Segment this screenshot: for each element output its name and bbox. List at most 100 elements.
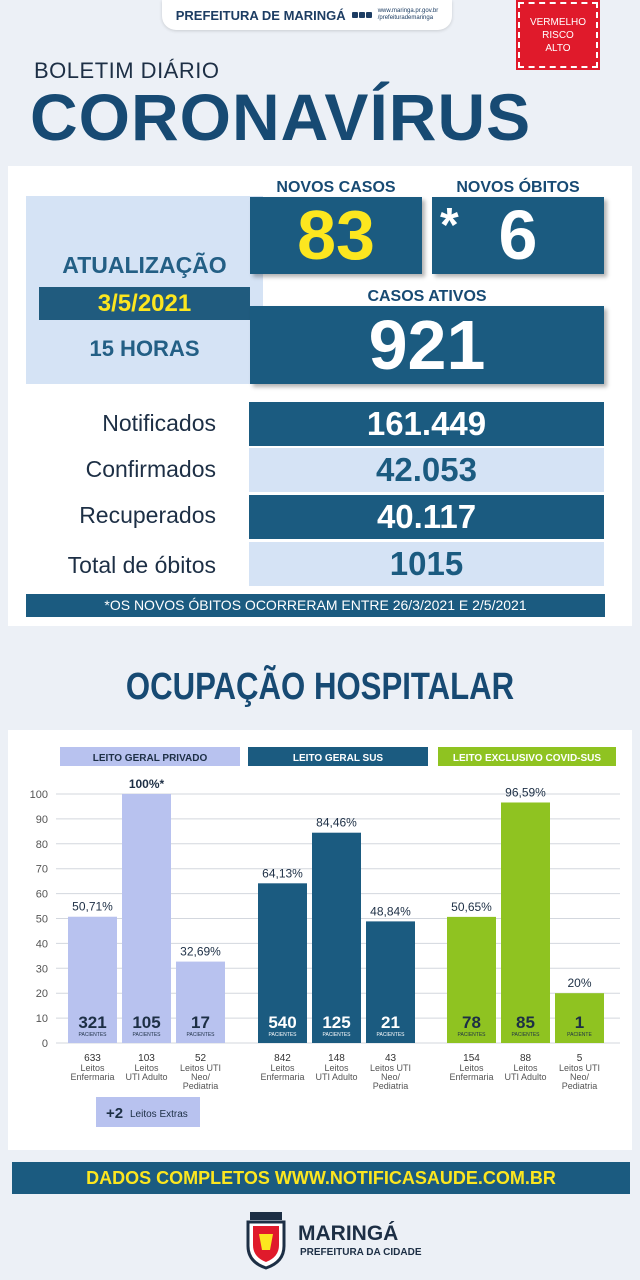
bar-bed-type: Leitos <box>324 1063 349 1073</box>
site-url: www.maringa.pr.gov.br <box>377 8 439 14</box>
bar-bed-type: Leitos UTI <box>559 1063 600 1073</box>
bar <box>447 916 496 1043</box>
total-deaths-value: 1015 <box>249 542 604 586</box>
bar-bed-type: Pediatria <box>373 1081 409 1091</box>
bar-patients-count: 1 <box>575 1013 584 1032</box>
bar-bed-type: Leitos UTI <box>370 1063 411 1073</box>
bar-patients-word: PACIENTES <box>133 1032 162 1038</box>
bar-patients-count: 17 <box>191 1013 210 1032</box>
notified-value: 161.449 <box>249 402 604 446</box>
bar-bed-type: Pediatria <box>562 1081 598 1091</box>
bar-beds-count: 842 <box>274 1053 291 1064</box>
bar-bed-type: Leitos <box>513 1063 538 1073</box>
prefeitura-label: PREFEITURA DE MARINGÁ <box>175 7 346 23</box>
bar <box>501 802 550 1043</box>
y-tick-label: 70 <box>36 864 48 876</box>
bar-patients-word: PACIENTES <box>79 1032 108 1038</box>
bar <box>555 993 604 1043</box>
group-header <box>438 747 616 766</box>
bar-beds-count: 633 <box>84 1053 101 1064</box>
y-tick-label: 60 <box>36 889 48 901</box>
bar-patients-count: 540 <box>268 1013 296 1032</box>
bar-patients-word: PACIENTES <box>187 1032 216 1038</box>
bar-bed-type: Enfermaria <box>260 1072 304 1082</box>
y-tick-label: 50 <box>36 914 48 926</box>
bar-bed-type: UTI Adulto <box>504 1072 546 1082</box>
new-deaths-value: 6 <box>498 196 538 274</box>
bar-bed-type: Leitos <box>80 1063 105 1073</box>
deaths-note: *OS NOVOS ÓBITOS OCORRERAM ENTRE 26/3/20… <box>26 594 605 617</box>
y-tick-label: 90 <box>36 814 48 826</box>
social-handle: /prefeiturademaringa <box>377 15 434 21</box>
new-deaths-label: NOVOS ÓBITOS <box>456 179 580 196</box>
instagram-icon <box>351 12 358 18</box>
bar-bed-type: Enfermaria <box>449 1072 493 1082</box>
active-cases-label: CASOS ATIVOS <box>367 288 487 305</box>
bar-bed-type: UTI Adulto <box>125 1072 167 1082</box>
group-header-label: LEITO GERAL SUS <box>293 753 384 764</box>
bar-patients-count: 321 <box>78 1013 106 1032</box>
y-tick-label: 100 <box>30 789 48 801</box>
bar-percent-label: 48,84% <box>370 904 411 918</box>
notified-label: Notificados <box>102 410 216 436</box>
bar <box>312 832 361 1043</box>
asterisk-mark: * <box>440 199 459 252</box>
y-tick-label: 20 <box>36 988 48 1000</box>
recovered-value: 40.117 <box>249 495 604 539</box>
bar-bed-type: UTI Adulto <box>315 1072 357 1082</box>
bar-patients-word: PACIENTE <box>567 1032 592 1038</box>
bar-beds-count: 154 <box>463 1053 480 1064</box>
facebook-icon <box>358 12 365 18</box>
bar-percent-label: 50,71% <box>72 900 113 914</box>
bar-patients-word: PACIENTES <box>269 1032 298 1038</box>
group-header-label: LEITO EXCLUSIVO COVID-SUS <box>453 753 601 764</box>
bar-bed-type: Leitos <box>134 1063 159 1073</box>
footer-link-bar[interactable]: DADOS COMPLETOS WWW.NOTIFICASAUDE.COM.BR <box>12 1162 630 1194</box>
bar-percent-label: 100%* <box>129 777 165 791</box>
hospital-title: OCUPAÇÃO HOSPITALAR <box>125 666 515 708</box>
bar-percent-label: 50,65% <box>451 900 492 914</box>
occupancy-chart: 0 10 20 30 40 50 60 70 80 90 100 LEITO GERAL PRIVAD… <box>30 747 620 1127</box>
y-tick-label: 80 <box>36 839 48 851</box>
bar-bed-type: Leitos <box>270 1063 295 1073</box>
risk-line-2: RISCO <box>542 29 574 41</box>
update-label: ATUALIZAÇÃO <box>62 252 227 278</box>
bar-patients-count: 85 <box>516 1013 535 1032</box>
group-header-label: LEITO GERAL PRIVADO <box>93 753 208 764</box>
bar-beds-count: 43 <box>385 1053 397 1064</box>
new-cases-label: NOVOS CASOS <box>276 179 396 196</box>
recovered-label: Recuperados <box>79 502 216 528</box>
bar-percent-label: 96,59% <box>505 785 546 799</box>
bar-percent-label: 64,13% <box>262 866 303 880</box>
new-cases-value: 83 <box>250 197 422 274</box>
footer-city: MARINGÁ <box>298 1222 399 1245</box>
bar-patients-count: 78 <box>462 1013 481 1032</box>
bar-patients-word: PACIENTES <box>512 1032 541 1038</box>
bar-beds-count: 88 <box>520 1053 532 1064</box>
extra-beds-box <box>96 1097 200 1127</box>
bar-beds-count: 52 <box>195 1053 207 1064</box>
bar <box>366 921 415 1043</box>
new-deaths-box: * 6 <box>432 197 604 274</box>
bar <box>68 916 117 1043</box>
bar-patients-count: 21 <box>381 1013 400 1032</box>
bar-percent-label: 84,46% <box>316 816 357 830</box>
bar-patients-word: PACIENTES <box>458 1032 487 1038</box>
y-tick-label: 10 <box>36 1013 48 1025</box>
twitter-icon <box>365 12 372 18</box>
risk-badge: VERMELHO RISCO ALTO <box>516 0 600 70</box>
risk-line-3: ALTO <box>545 42 571 54</box>
site-info: www.maringa.pr.gov.br /prefeiturademarin… <box>378 8 439 22</box>
risk-line-1: VERMELHO <box>529 16 587 28</box>
update-time: 15 HORAS <box>89 336 200 361</box>
bulletin-label: BOLETIM DIÁRIO <box>34 58 220 83</box>
extra-beds-value: +2 <box>106 1105 123 1122</box>
city-crest-icon <box>246 1212 286 1270</box>
bar-patients-word: PACIENTES <box>323 1032 352 1038</box>
group-header <box>60 747 240 766</box>
top-banner: PREFEITURA DE MARINGÁ www.maringa.pr.gov… <box>162 0 452 30</box>
social-icons <box>351 12 372 18</box>
bar <box>122 794 171 1043</box>
bar-patients-count: 125 <box>322 1013 350 1032</box>
bar-beds-count: 148 <box>328 1053 345 1064</box>
